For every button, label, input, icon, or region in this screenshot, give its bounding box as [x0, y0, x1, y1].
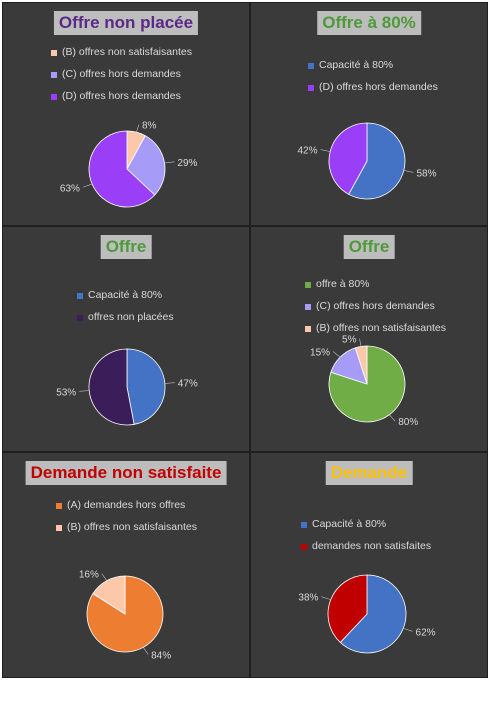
data-label: 15%: [310, 347, 330, 358]
data-label: 38%: [298, 593, 318, 604]
chart-panel-5: Demande non satisfaite (A) demandes hors …: [2, 452, 250, 678]
data-label: 47%: [178, 379, 198, 390]
leader-line: [136, 124, 138, 132]
pie-chart: 8% 29% 63%: [3, 3, 251, 227]
data-label: 8%: [142, 120, 157, 131]
leader-line: [403, 628, 412, 631]
data-label: 42%: [297, 146, 317, 157]
pie-slice: [89, 349, 134, 425]
pie-chart: 84% 16%: [3, 453, 251, 679]
chart-panel-4: Offre offre à 80% (C) offres hors demandes…: [250, 226, 488, 452]
leader-line: [143, 647, 148, 654]
leader-line: [102, 574, 107, 581]
leader-line: [165, 383, 175, 384]
data-label: 53%: [56, 387, 76, 398]
chart-panel-1: Offre non placée (B) offres non satisfais…: [2, 2, 250, 226]
pie-chart: 62% 38%: [251, 453, 489, 679]
leader-line: [321, 150, 331, 152]
leader-line: [321, 597, 330, 600]
leader-line: [83, 184, 92, 187]
chart-panel-2: Offre à 80% Capacité à 80% (D) offres hors…: [250, 2, 488, 226]
pie-chart: 58% 42%: [251, 3, 489, 227]
leader-line: [165, 162, 175, 163]
leader-line: [389, 415, 395, 421]
leader-line: [404, 170, 414, 172]
leader-line: [333, 351, 340, 357]
chart-panel-3: Offre Capacité à 80% offres non placées 47%…: [2, 226, 250, 452]
pie-chart: 80% 15% 5%: [251, 227, 489, 453]
data-label: 58%: [416, 168, 436, 179]
leader-line: [359, 339, 361, 347]
data-label: 16%: [79, 570, 99, 581]
data-label: 80%: [398, 417, 418, 428]
pie-slice: [127, 349, 165, 424]
data-label: 62%: [416, 627, 436, 638]
data-label: 5%: [342, 335, 357, 346]
chart-panel-6: Demande Capacité à 80% demandes non satisf…: [250, 452, 488, 678]
leader-line: [79, 391, 89, 392]
data-label: 84%: [151, 650, 171, 661]
data-label: 63%: [60, 183, 80, 194]
pie-chart: 47% 53%: [3, 227, 251, 453]
data-label: 29%: [177, 158, 197, 169]
